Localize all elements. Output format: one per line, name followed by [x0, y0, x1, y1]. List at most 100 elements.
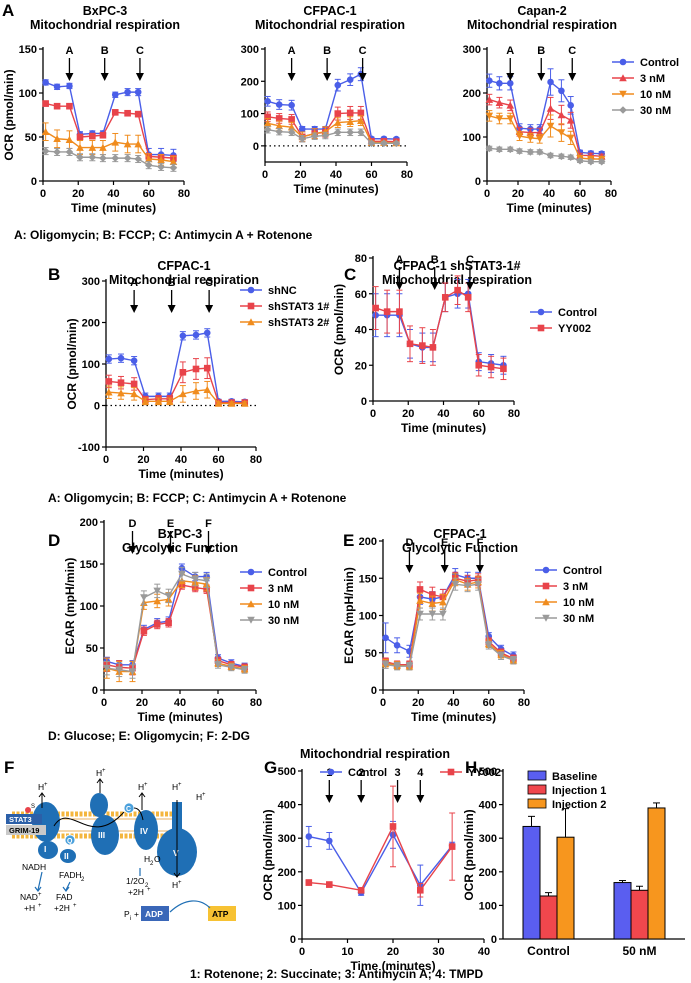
data-point — [179, 390, 187, 398]
data-point — [497, 652, 505, 660]
series-line — [106, 584, 245, 669]
h2o-o-label: O — [154, 854, 161, 864]
data-point — [526, 134, 535, 142]
legend-entry-10-nm: 10 nM — [535, 597, 594, 609]
data-point — [105, 388, 113, 396]
h-plus-right: H — [196, 792, 202, 802]
nad-h-label: +H — [24, 903, 35, 913]
x-axis-label-d: Time (minutes) — [137, 710, 222, 724]
data-point — [275, 127, 283, 136]
stat3-phospho-mark: S — [31, 804, 35, 810]
x-category-label: Control — [527, 944, 570, 958]
x-tick-label-g: 0 — [299, 946, 305, 958]
data-point — [263, 119, 272, 127]
y-tick-label-d: 50 — [86, 643, 98, 655]
x-tick-label-d: 40 — [174, 697, 186, 709]
data-point — [509, 656, 518, 664]
adp-box: P i + ADP — [124, 906, 169, 922]
legend-swatch — [527, 770, 547, 781]
injection-label: 3 — [394, 767, 400, 779]
y-tick-label-g: 500 — [278, 766, 296, 778]
data-point — [88, 143, 97, 151]
h2o-sub: 2 — [150, 861, 154, 867]
legend-swatch — [527, 798, 547, 809]
data-point — [567, 102, 574, 109]
bar-injection-2 — [556, 836, 575, 940]
data-point — [179, 332, 187, 340]
data-point — [305, 879, 313, 886]
chart-h: H 0 100 200 300 400 500 OCR (pmol/min) Control 50… — [462, 758, 685, 958]
injection-label: A — [395, 254, 403, 266]
data-point — [515, 147, 524, 155]
y-tick-label-a1: 100 — [19, 88, 37, 100]
h-plus-iv: H — [138, 782, 144, 792]
injection-arrow-head — [65, 73, 74, 81]
complex-iv: IV — [134, 810, 158, 850]
x-axis-label-g: Time (minutes) — [350, 959, 435, 973]
injection-marker-F: F — [204, 518, 213, 554]
data-point — [321, 131, 330, 140]
x-tick-label-b: 20 — [137, 454, 149, 466]
data-point — [88, 153, 97, 162]
injection-marker-A: A — [130, 277, 138, 313]
injection-label: B — [101, 45, 109, 57]
series-control — [264, 67, 400, 143]
data-point — [202, 577, 211, 585]
legend-marker — [537, 308, 545, 316]
data-point — [321, 127, 330, 135]
legend-entry-control: Control — [530, 307, 597, 319]
legend-label: YY002 — [558, 323, 591, 335]
x-tick-label-a3: 60 — [574, 188, 586, 200]
data-point — [76, 133, 84, 141]
data-point — [214, 399, 223, 407]
chart-c: C CFPAC-1 shSTAT3-1#Mitochondrial respira… — [332, 253, 597, 435]
legend-entry-control: Control — [612, 57, 679, 69]
y-tick-label-e: 0 — [371, 685, 377, 697]
series-control — [305, 820, 456, 906]
injection-label: B — [431, 254, 439, 266]
bar-injection-2 — [647, 807, 666, 940]
injection-arrow-head — [537, 73, 546, 81]
h-plus-v-bottom-sup: + — [178, 880, 182, 886]
series-30-nm — [485, 144, 606, 166]
legend-entry-30-nm: 30 nM — [612, 105, 671, 117]
chart-title-a1-1: Mitochondrial respiration — [30, 18, 180, 32]
legend-marker — [447, 768, 455, 776]
h-plus-v-sup: + — [178, 782, 182, 788]
data-point — [546, 122, 555, 130]
data-point — [419, 342, 426, 349]
data-point — [486, 77, 493, 84]
x-tick-label-a2: 40 — [330, 169, 342, 181]
nad-sup: + — [38, 892, 42, 898]
h-plus-i-sup: + — [44, 782, 48, 788]
series-line — [108, 332, 245, 403]
injection-label: C — [466, 254, 474, 266]
injection-marker-3: 3 — [393, 767, 402, 803]
legend-entry-control: Control — [240, 567, 307, 579]
injection-arrow-head — [440, 565, 449, 573]
data-point — [123, 154, 132, 162]
legend-entry-yy002: YY002 — [530, 323, 591, 335]
injection-arrow-head — [287, 73, 296, 81]
injection-arrow-head — [358, 73, 367, 81]
x-axis-label-a1: Time (minutes) — [71, 201, 156, 215]
series-control — [382, 568, 517, 660]
data-point — [474, 580, 482, 589]
x-tick-label-e: 0 — [380, 697, 386, 709]
y-tick-label-b: 0 — [94, 401, 100, 413]
data-point — [153, 587, 161, 595]
pi-label: P — [124, 909, 130, 919]
injection-label: E — [167, 518, 174, 530]
x-tick-label-a1: 40 — [107, 188, 119, 200]
h-plus-i: H — [38, 782, 44, 792]
nad-h-sup: + — [38, 903, 42, 909]
data-point — [105, 355, 113, 363]
injection-label: B — [537, 45, 545, 57]
data-point — [381, 661, 390, 669]
y-tick-label-e: 150 — [359, 573, 377, 585]
legend-label: Control — [558, 307, 597, 319]
x-tick-label-b: 0 — [103, 454, 109, 466]
injection-marker-A: A — [506, 45, 514, 81]
